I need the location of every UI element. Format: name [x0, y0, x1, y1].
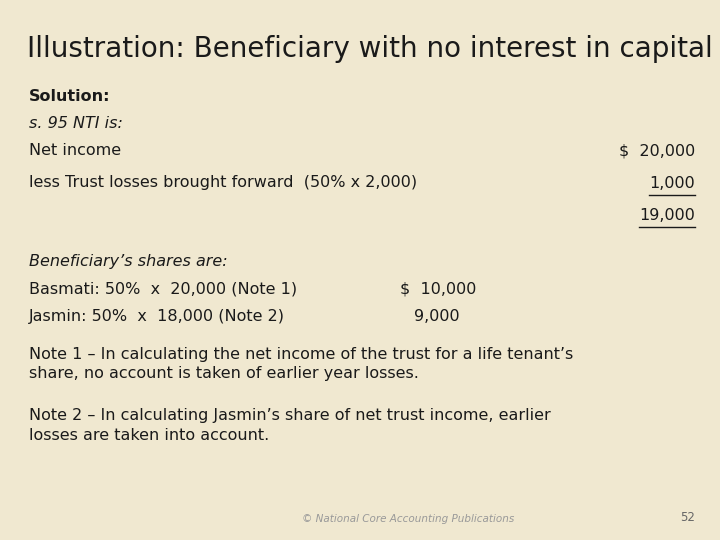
Text: Solution:: Solution:: [29, 89, 110, 104]
Text: 19,000: 19,000: [639, 208, 695, 223]
Text: 52: 52: [680, 511, 695, 524]
Text: $  10,000: $ 10,000: [400, 282, 476, 297]
Text: s. 95 NTI is:: s. 95 NTI is:: [29, 116, 122, 131]
Text: Jasmin: 50%  x  18,000 (Note 2): Jasmin: 50% x 18,000 (Note 2): [29, 309, 285, 324]
Text: less Trust losses brought forward  (50% x 2,000): less Trust losses brought forward (50% x…: [29, 176, 417, 191]
Text: 9,000: 9,000: [414, 309, 459, 324]
Text: © National Core Accounting Publications: © National Core Accounting Publications: [302, 514, 515, 524]
Text: Beneficiary’s shares are:: Beneficiary’s shares are:: [29, 254, 228, 269]
Text: $  20,000: $ 20,000: [618, 143, 695, 158]
Text: Basmati: 50%  x  20,000 (Note 1): Basmati: 50% x 20,000 (Note 1): [29, 282, 297, 297]
Text: Note 2 – In calculating Jasmin’s share of net trust income, earlier
losses are t: Note 2 – In calculating Jasmin’s share o…: [29, 408, 551, 442]
Text: Illustration: Beneficiary with no interest in capital: Illustration: Beneficiary with no intere…: [27, 35, 713, 63]
Text: Net income: Net income: [29, 143, 121, 158]
Text: Note 1 – In calculating the net income of the trust for a life tenant’s
share, n: Note 1 – In calculating the net income o…: [29, 347, 573, 381]
Text: 1,000: 1,000: [649, 176, 695, 191]
